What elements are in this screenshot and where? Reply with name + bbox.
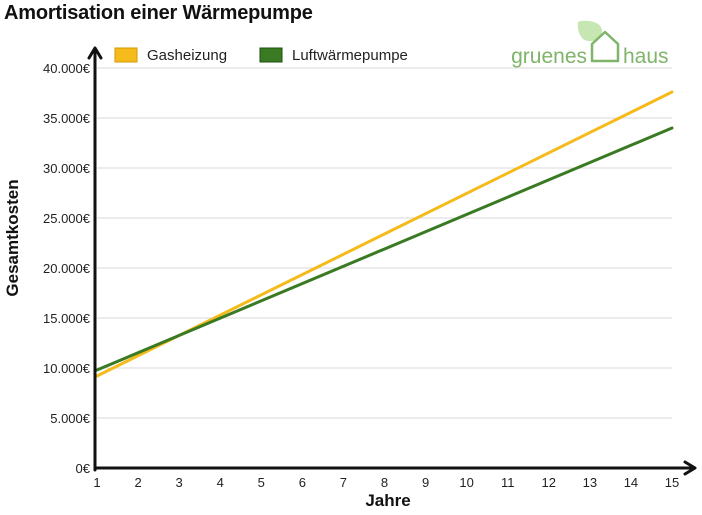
x-tick-label: 8: [381, 475, 388, 490]
x-tick-label: 7: [340, 475, 347, 490]
x-axis-arrow: [683, 460, 697, 476]
logo-word-gruenes: gruenes: [511, 45, 587, 68]
x-tick-label: 2: [134, 475, 141, 490]
x-tick-label: 12: [542, 475, 556, 490]
x-tick-label: 15: [665, 475, 679, 490]
x-tick-label: 11: [501, 475, 515, 490]
y-tick-label: 25.000€: [43, 211, 91, 226]
y-tick-label: 35.000€: [43, 111, 91, 126]
x-tick-label: 13: [583, 475, 597, 490]
y-tick-label: 15.000€: [43, 311, 91, 326]
y-axis-arrow: [87, 46, 103, 60]
gridlines: [97, 67, 672, 419]
y-axis-label: Gesamtkosten: [3, 179, 22, 296]
x-tick-label: 3: [176, 475, 183, 490]
legend-swatch-luftwaermepumpe: [259, 47, 283, 63]
x-tick-label: 10: [459, 475, 473, 490]
chart-title: Amortisation einer Wärmepumpe: [4, 2, 313, 24]
x-tick-labels: 1 2 3 4 5 6 7 8 9 10 11 12 13 14 15: [93, 475, 679, 490]
house-icon: [590, 30, 620, 63]
x-axis-label: Jahre: [365, 491, 410, 510]
x-tick-label: 9: [422, 475, 429, 490]
legend-item-gasheizung: Gasheizung: [114, 47, 227, 64]
legend-label-gasheizung: Gasheizung: [147, 47, 227, 64]
legend-swatch-gasheizung: [114, 47, 138, 63]
x-tick-label: 6: [299, 475, 306, 490]
y-tick-label: 30.000€: [43, 161, 91, 176]
series-line-luftwaermepumpe: [95, 126, 674, 372]
x-tick-label: 1: [93, 475, 100, 490]
leaf-icon: [577, 20, 603, 42]
y-tick-label: 40.000€: [43, 61, 91, 76]
axes: [87, 46, 697, 476]
legend-label-luftwaermepumpe: Luftwärmepumpe: [292, 47, 408, 64]
x-tick-label: 14: [624, 475, 638, 490]
logo-word-haus: haus: [623, 45, 669, 68]
y-tick-label: 5.000€: [50, 411, 91, 426]
legend-item-luftwaermepumpe: Luftwärmepumpe: [259, 47, 408, 64]
y-tick-labels: 0€ 5.000€ 10.000€ 15.000€ 20.000€ 25.000€ 30.0…: [43, 61, 91, 476]
x-tick-label: 5: [258, 475, 265, 490]
y-tick-label: 0€: [76, 461, 91, 476]
y-tick-label: 20.000€: [43, 261, 91, 276]
logo: gruenes haus: [511, 20, 669, 68]
legend: Gasheizung Luftwärmepumpe: [114, 47, 408, 64]
x-tick-label: 4: [217, 475, 224, 490]
series-lines: [95, 90, 674, 378]
y-tick-label: 10.000€: [43, 361, 91, 376]
